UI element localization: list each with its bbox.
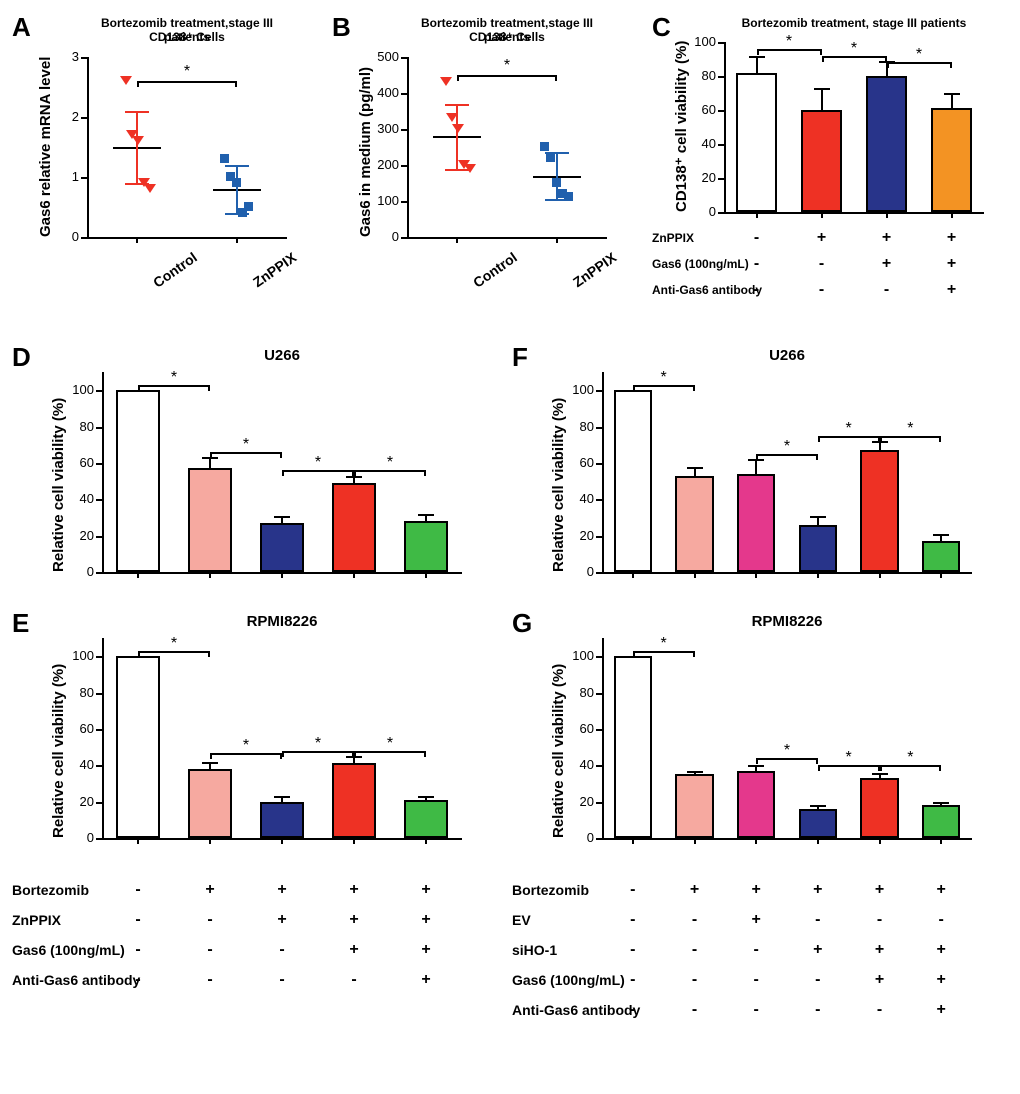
panel-A: ABortezomib treatment,stage III patients…	[12, 12, 312, 312]
panel-DE-conditions: Bortezomib-++++ZnPPIX--+++Gas6 (100ng/mL…	[12, 874, 492, 1024]
panel-G: GRPMI8226020406080100Relative cell viabi…	[512, 608, 992, 858]
panel-C: CBortezomib treatment, stage III patient…	[652, 12, 1002, 312]
panel-E: ERPMI8226020406080100Relative cell viabi…	[12, 608, 492, 858]
panel-F: FU266020406080100Relative cell viability…	[512, 342, 992, 592]
panel-D: DU266020406080100Relative cell viability…	[12, 342, 492, 592]
panel-FG-conditions: Bortezomib-+++++EV--+---siHO-1---+++Gas6…	[512, 874, 992, 1044]
figure: ABortezomib treatment,stage III patients…	[12, 12, 1008, 1044]
panel-B: BBortezomib treatment,stage III patients…	[332, 12, 632, 312]
